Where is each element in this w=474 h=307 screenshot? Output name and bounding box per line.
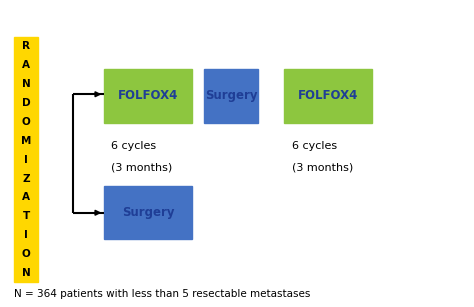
Text: Surgery: Surgery: [122, 206, 174, 219]
Text: I: I: [24, 155, 28, 165]
Text: (3 months): (3 months): [292, 162, 353, 172]
Bar: [204, 69, 258, 123]
Text: R: R: [22, 41, 30, 51]
Text: N: N: [22, 79, 30, 89]
Text: FOLFOX4: FOLFOX4: [298, 89, 358, 103]
Text: 6 cycles: 6 cycles: [111, 141, 156, 151]
Text: FOLFOX4: FOLFOX4: [118, 89, 178, 103]
Text: O: O: [22, 249, 30, 259]
Bar: [104, 69, 192, 123]
Text: A: A: [22, 192, 30, 202]
Text: D: D: [22, 98, 30, 108]
Text: O: O: [22, 117, 30, 127]
Bar: [104, 186, 192, 239]
Bar: [284, 69, 372, 123]
Text: N: N: [22, 268, 30, 278]
Text: Surgery: Surgery: [205, 89, 257, 103]
Text: 6 cycles: 6 cycles: [292, 141, 337, 151]
Text: (3 months): (3 months): [111, 162, 173, 172]
Bar: [14, 37, 38, 282]
Text: I: I: [24, 230, 28, 240]
Text: A: A: [22, 60, 30, 70]
Text: T: T: [22, 211, 30, 221]
Text: M: M: [21, 136, 31, 146]
Text: N = 364 patients with less than 5 resectable metastases: N = 364 patients with less than 5 resect…: [14, 289, 310, 299]
Text: Z: Z: [22, 173, 30, 184]
